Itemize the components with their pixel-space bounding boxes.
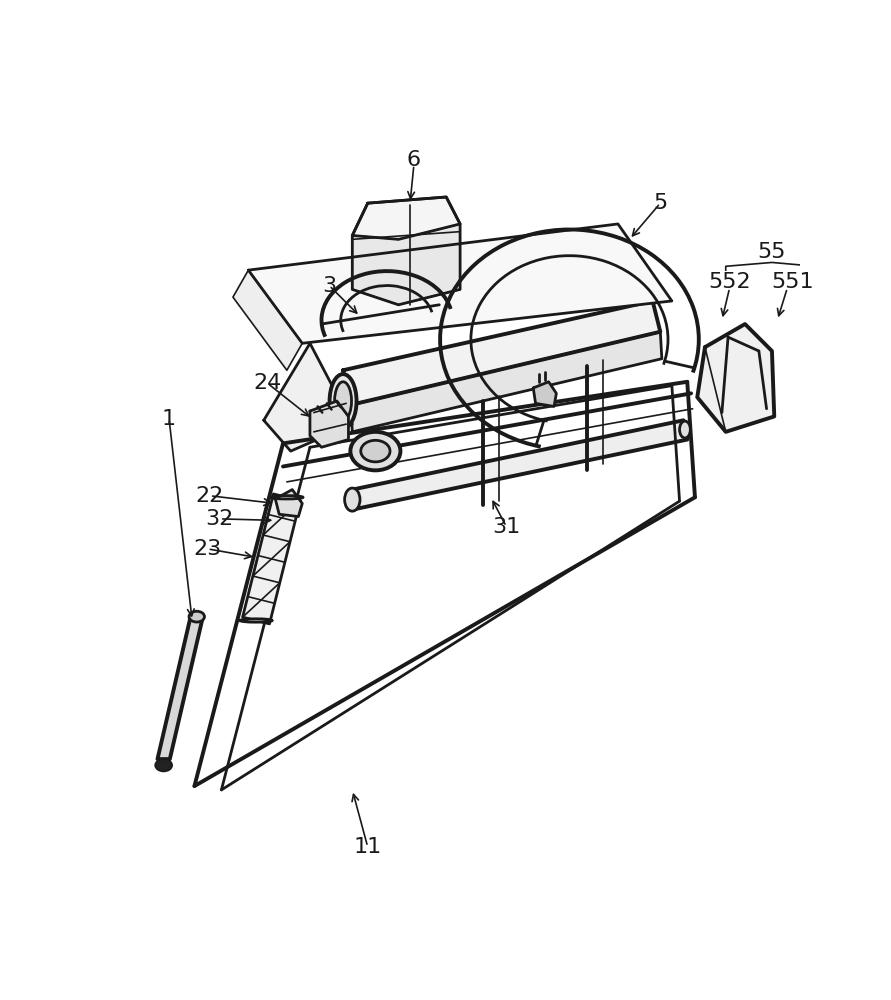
Ellipse shape <box>335 382 352 420</box>
Polygon shape <box>533 382 556 406</box>
Polygon shape <box>698 324 774 432</box>
Ellipse shape <box>240 619 272 622</box>
Ellipse shape <box>155 759 172 771</box>
Text: 3: 3 <box>323 276 336 296</box>
Ellipse shape <box>189 611 204 622</box>
Ellipse shape <box>345 488 360 511</box>
Ellipse shape <box>330 374 356 428</box>
Ellipse shape <box>271 496 303 499</box>
Text: 24: 24 <box>253 373 282 393</box>
Ellipse shape <box>361 440 390 462</box>
Text: 552: 552 <box>708 272 751 292</box>
Text: 31: 31 <box>492 517 520 537</box>
Polygon shape <box>242 494 300 624</box>
Polygon shape <box>352 197 460 239</box>
Text: 23: 23 <box>193 539 222 559</box>
Text: 1: 1 <box>162 409 176 429</box>
Polygon shape <box>310 401 348 447</box>
Polygon shape <box>352 197 460 305</box>
Text: 11: 11 <box>354 837 382 857</box>
Polygon shape <box>275 490 302 517</box>
Text: 32: 32 <box>206 509 234 529</box>
Polygon shape <box>264 343 352 451</box>
Text: 551: 551 <box>772 272 814 292</box>
Text: 6: 6 <box>407 150 421 170</box>
Text: 55: 55 <box>757 242 786 262</box>
Ellipse shape <box>350 432 400 470</box>
Polygon shape <box>351 332 662 432</box>
Polygon shape <box>233 270 302 370</box>
Polygon shape <box>352 224 460 305</box>
Polygon shape <box>352 420 687 509</box>
Polygon shape <box>343 301 660 405</box>
Text: 22: 22 <box>196 486 224 506</box>
Polygon shape <box>158 617 203 759</box>
Ellipse shape <box>680 421 691 438</box>
Polygon shape <box>249 224 672 343</box>
Text: 5: 5 <box>653 193 667 213</box>
